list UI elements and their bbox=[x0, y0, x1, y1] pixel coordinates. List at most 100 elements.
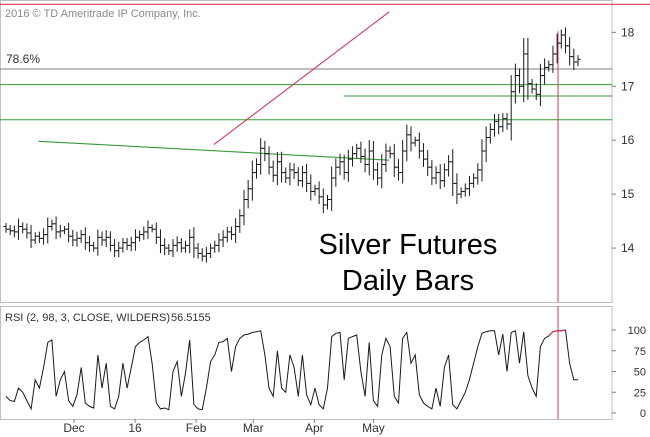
rsi-series-line bbox=[5, 329, 578, 411]
ohlc-bar bbox=[99, 231, 105, 246]
ohlc-bar bbox=[471, 173, 477, 188]
ohlc-bar bbox=[425, 150, 431, 177]
ohlc-bar bbox=[3, 222, 9, 233]
ohlc-bar bbox=[404, 124, 410, 162]
ohlc-bar bbox=[16, 218, 22, 240]
ohlc-bar bbox=[458, 187, 464, 199]
ohlc-bar bbox=[224, 226, 230, 243]
ohlc-bar bbox=[203, 246, 209, 263]
ohlc-bar bbox=[183, 240, 189, 253]
ohlc-bar bbox=[375, 162, 381, 186]
ohlc-bar bbox=[358, 141, 364, 164]
ohlc-bar bbox=[24, 223, 30, 239]
rsi-overbought-segment bbox=[548, 329, 566, 337]
ohlc-bar bbox=[529, 79, 535, 94]
ohlc-bar bbox=[49, 219, 55, 231]
ohlc-bar bbox=[132, 229, 138, 251]
rsi-tick-label: 100 bbox=[628, 325, 646, 337]
price-tick-label: 14 bbox=[621, 241, 635, 255]
price-tick-label: 15 bbox=[621, 187, 635, 201]
ohlc-bar bbox=[567, 37, 573, 66]
ohlc-bar bbox=[32, 232, 38, 244]
rsi-frame bbox=[0, 306, 613, 420]
ohlc-bar bbox=[254, 158, 260, 179]
ohlc-bar bbox=[517, 68, 523, 94]
ohlc-bar bbox=[199, 248, 205, 262]
ohlc-bar bbox=[441, 163, 447, 188]
ohlc-bar bbox=[504, 112, 510, 130]
ohlc-bar bbox=[500, 113, 506, 133]
ohlc-bar bbox=[366, 140, 372, 176]
rsi-panel: RSI (2, 98, 3, CLOSE, WILDERS) 56.5155 100… bbox=[0, 306, 646, 435]
ohlc-bar bbox=[512, 63, 518, 104]
ohlc-bar bbox=[70, 229, 76, 247]
x-tick-label: May bbox=[362, 421, 385, 435]
ohlc-bar bbox=[57, 224, 63, 238]
ohlc-bar bbox=[383, 143, 389, 172]
ohlc-bar bbox=[266, 146, 272, 175]
ohlc-bar bbox=[91, 241, 97, 252]
ohlc-bar bbox=[421, 143, 427, 167]
ohlc-bar bbox=[112, 239, 118, 258]
ohlc-bar bbox=[124, 237, 130, 251]
ohlc-bar bbox=[295, 167, 301, 187]
copyright-text: 2016 © TD Ameritrade IP Company, Inc. bbox=[5, 8, 201, 20]
ohlc-bar bbox=[233, 218, 239, 244]
ohlc-bar bbox=[270, 160, 276, 182]
ohlc-bar bbox=[53, 216, 59, 240]
green-descending-trendline bbox=[38, 140, 390, 161]
ohlc-bar bbox=[41, 228, 47, 245]
ohlc-bar bbox=[149, 224, 155, 233]
ohlc-bar bbox=[491, 114, 497, 137]
ohlc-bar bbox=[416, 132, 422, 159]
ohlc-bar bbox=[279, 151, 285, 183]
price-tick-label: 16 bbox=[621, 133, 635, 147]
ohlc-bar bbox=[446, 155, 452, 177]
ohlc-bar bbox=[575, 55, 581, 67]
ohlc-bar bbox=[249, 160, 255, 201]
ohlc-bar bbox=[391, 143, 397, 177]
ohlc-bar bbox=[107, 231, 113, 252]
price-tick-label: 17 bbox=[621, 79, 635, 93]
ohlc-bar bbox=[479, 139, 485, 182]
ohlc-bar bbox=[571, 48, 577, 71]
ohlc-bar bbox=[408, 126, 414, 152]
ohlc-bar bbox=[362, 148, 368, 173]
rsi-label: RSI (2, 98, 3, CLOSE, WILDERS) bbox=[5, 312, 170, 324]
ohlc-bar bbox=[354, 143, 360, 159]
ohlc-bar bbox=[174, 236, 180, 252]
ohlc-bar bbox=[116, 241, 122, 258]
x-tick-label: Feb bbox=[186, 421, 207, 435]
ohlc-bar bbox=[212, 240, 218, 253]
ohlc-bar bbox=[274, 152, 280, 186]
ohlc-bar bbox=[187, 229, 193, 254]
ohlc-bar bbox=[304, 163, 310, 193]
ohlc-bar bbox=[82, 227, 88, 250]
fib-786-label: 78.6% bbox=[6, 52, 40, 66]
ohlc-bar bbox=[454, 173, 460, 205]
ohlc-bar bbox=[437, 164, 443, 190]
ohlc-bar bbox=[237, 209, 243, 233]
ohlc-bar bbox=[191, 227, 197, 259]
ohlc-bar bbox=[320, 188, 326, 214]
ohlc-bar bbox=[141, 226, 147, 240]
ohlc-bar bbox=[7, 224, 13, 236]
ohlc-bar bbox=[157, 229, 163, 254]
ohlc-bar bbox=[287, 162, 293, 186]
ohlc-bar bbox=[546, 60, 552, 72]
price-panel: 18 17 16 15 14 78.6% Silver Futures Daily Bars bbox=[0, 0, 650, 303]
ohlc-bar bbox=[542, 58, 548, 85]
ohlc-bar bbox=[45, 217, 51, 244]
price-frame bbox=[0, 0, 613, 303]
x-tick-label: Apr bbox=[305, 421, 324, 435]
ohlc-bar bbox=[95, 229, 101, 256]
ohlc-bar bbox=[170, 239, 176, 258]
ohlc-bar bbox=[433, 166, 439, 185]
ohlc-bar bbox=[291, 163, 297, 180]
ohlc-bar bbox=[533, 83, 539, 101]
ohlc-bar bbox=[299, 165, 305, 188]
ohlc-bar bbox=[554, 33, 560, 64]
ohlc-bar bbox=[103, 230, 109, 248]
ohlc-bar bbox=[220, 230, 226, 248]
